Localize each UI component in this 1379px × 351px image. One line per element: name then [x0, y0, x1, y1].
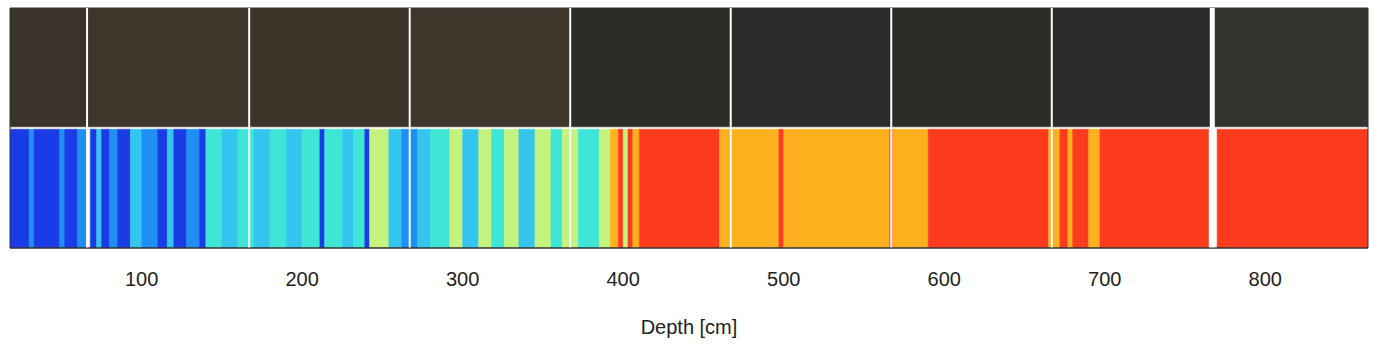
svg-text:200: 200 [285, 268, 318, 290]
svg-text:100: 100 [125, 268, 158, 290]
svg-text:800: 800 [1249, 268, 1282, 290]
svg-text:500: 500 [767, 268, 800, 290]
svg-text:Depth [cm]: Depth [cm] [641, 316, 738, 338]
svg-text:400: 400 [606, 268, 639, 290]
svg-text:300: 300 [446, 268, 479, 290]
svg-text:700: 700 [1088, 268, 1121, 290]
svg-text:600: 600 [928, 268, 961, 290]
